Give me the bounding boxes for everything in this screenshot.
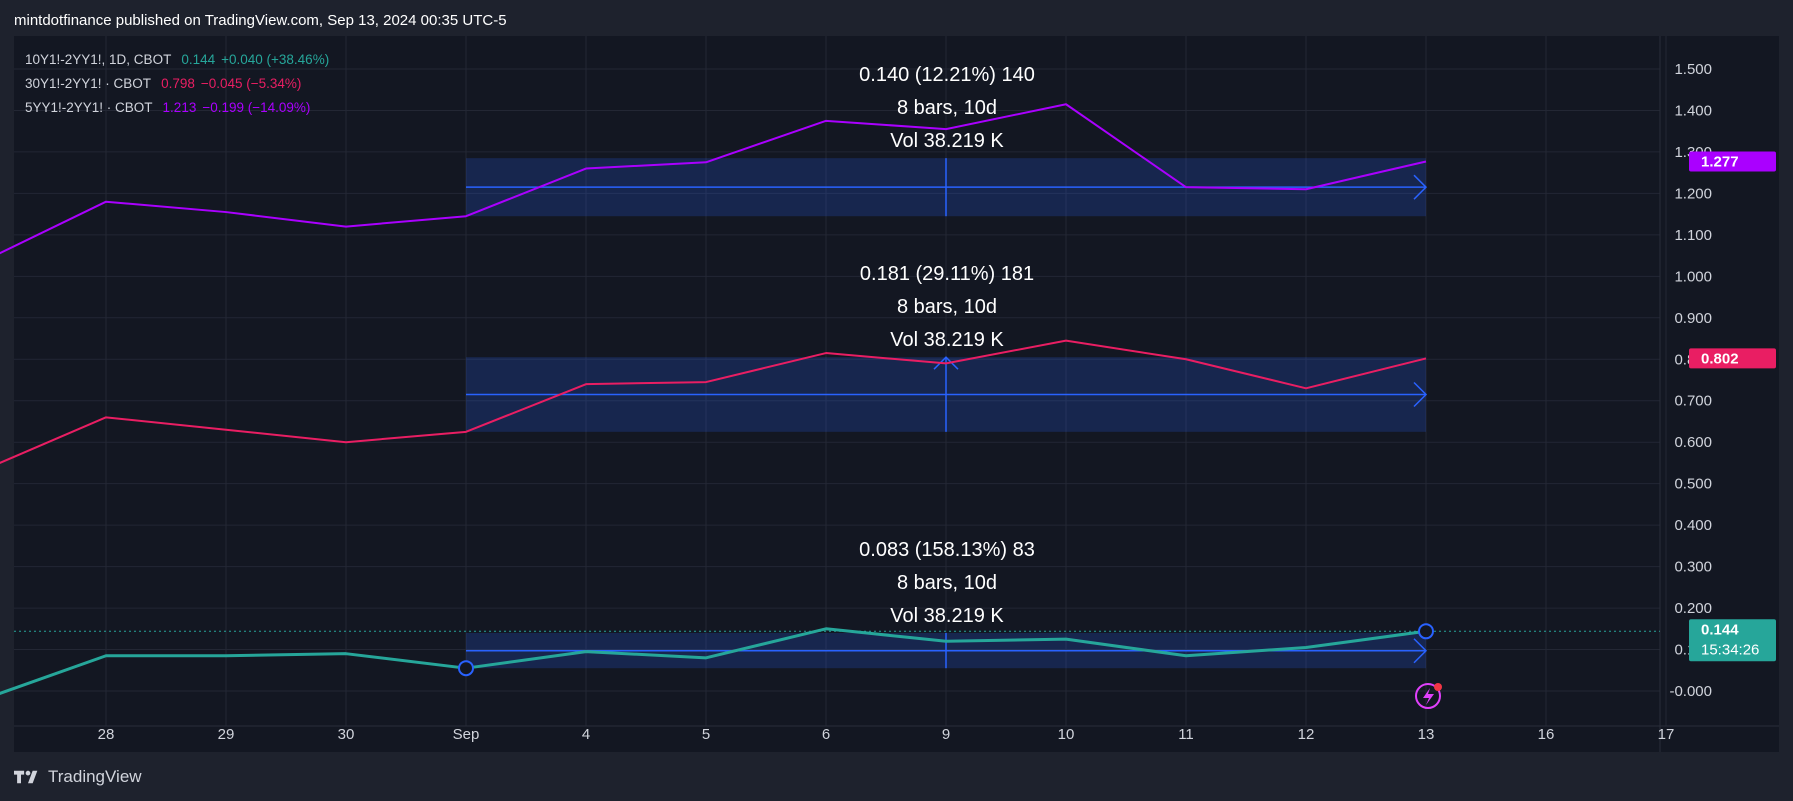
range-arrow-right — [1413, 381, 1428, 408]
x-tick-label: 16 — [1538, 726, 1555, 743]
legend-row-30y[interactable]: 30Y1!-2YY1! · CBOT 0.798 −0.045 (−5.34%) — [25, 72, 335, 96]
range-label: 8 bars, 10d — [897, 296, 997, 318]
range-label: 8 bars, 10d — [897, 97, 997, 119]
tradingview-logo-icon — [14, 770, 38, 784]
y-tick-label: 0.900 — [1674, 310, 1712, 327]
legend-row-10y[interactable]: 10Y1!-2YY1!, 1D, CBOT 0.144 +0.040 (+38.46… — [25, 48, 335, 72]
legend-last: 0.144 — [181, 52, 216, 67]
marker-layer — [458, 623, 1442, 709]
range-label: Vol 38.219 K — [890, 605, 1004, 627]
x-tick-label: 10 — [1058, 726, 1075, 743]
series-layer — [0, 103, 1660, 695]
y-tick-label: 0.400 — [1674, 517, 1712, 534]
range-arrow-right — [1413, 638, 1428, 664]
grid-layer — [14, 36, 1779, 752]
x-tick-label: 17 — [1658, 726, 1675, 743]
x-tick-label: 29 — [218, 726, 235, 743]
x-tick-label: 5 — [702, 726, 710, 743]
series-line — [0, 627, 1427, 695]
anchor-marker — [458, 660, 474, 677]
series-line — [0, 103, 1427, 255]
price-label-box — [1689, 151, 1776, 172]
y-tick-label: -0.000 — [1669, 683, 1712, 700]
legend-last: 0.798 — [161, 76, 195, 91]
y-tick-label: 1.500 — [1674, 61, 1712, 78]
x-tick-label: 12 — [1298, 726, 1315, 743]
legend-change: −0.199 (−14.09%) — [202, 100, 311, 115]
y-axis: 1.5001.4001.3001.2001.1001.0000.9000.800… — [1669, 61, 1776, 700]
x-axis: 28 29 30 Sep 4 5 6 9 10 11 12 13 16 17 — [98, 726, 1675, 743]
x-tick-label: 6 — [822, 726, 830, 743]
range-label-layer: 0.140 (12.21%) 140 8 bars, 10d Vol 38.219 … — [859, 64, 1035, 627]
x-tick-label: 13 — [1418, 726, 1435, 743]
price-label-text: 0.144 — [1701, 621, 1739, 638]
price-label-text: 1.277 — [1701, 153, 1739, 170]
lightning-bolt — [1423, 688, 1434, 705]
anchor-marker — [1418, 623, 1434, 640]
range-label: 0.140 (12.21%) 140 — [859, 64, 1035, 86]
x-tick-label: 28 — [98, 726, 115, 743]
price-label-box — [1689, 348, 1776, 369]
price-label-text: 0.802 — [1701, 350, 1739, 367]
x-tick-label: Sep — [453, 726, 480, 743]
series-line — [0, 339, 1427, 464]
y-tick-label: 0.500 — [1674, 476, 1712, 493]
range-label: 0.181 (29.11%) 181 — [860, 263, 1034, 285]
legend-row-5y[interactable]: 5YY1!-2YY1! · CBOT 1.213 −0.199 (−14.09%) — [25, 96, 335, 120]
range-layer — [466, 158, 1428, 669]
x-tick-label: 9 — [942, 726, 950, 743]
range-label: 0.083 (158.13%) 83 — [859, 539, 1035, 561]
y-tick-label: 1.200 — [1674, 185, 1712, 202]
range-label: Vol 38.219 K — [890, 130, 1004, 152]
legend-change: +0.040 (+38.46%) — [221, 52, 330, 67]
y-tick-label: 0.700 — [1674, 393, 1712, 410]
y-tick-label: 1.400 — [1674, 102, 1712, 119]
range-arrow-right — [1413, 174, 1428, 200]
publisher-header: mintdotfinance published on TradingView.… — [14, 12, 507, 29]
legend-symbol: 10Y1!-2YY1!, 1D, CBOT — [25, 52, 172, 67]
y-tick-label: 0.300 — [1674, 559, 1712, 576]
price-label-sub: 15:34:26 — [1701, 641, 1759, 658]
range-label: Vol 38.219 K — [890, 329, 1004, 351]
notification-dot — [1434, 683, 1442, 691]
y-tick-label: 1.100 — [1674, 227, 1712, 244]
footer-brand[interactable]: TradingView — [14, 766, 142, 788]
y-tick-label: 1.000 — [1674, 268, 1712, 285]
legend: 10Y1!-2YY1!, 1D, CBOT 0.144 +0.040 (+38.46… — [25, 48, 335, 120]
range-label: 8 bars, 10d — [897, 572, 997, 594]
legend-symbol: 30Y1!-2YY1! · CBOT — [25, 76, 152, 91]
legend-symbol: 5YY1!-2YY1! · CBOT — [25, 100, 153, 115]
x-tick-label: 11 — [1178, 726, 1194, 743]
range-arrow-up — [933, 356, 959, 370]
lightning-icon — [1415, 683, 1441, 709]
legend-change: −0.045 (−5.34%) — [200, 76, 302, 91]
x-tick-label: 4 — [582, 726, 590, 743]
legend-last: 1.213 — [162, 100, 197, 115]
y-tick-label: 0.200 — [1674, 600, 1712, 617]
y-tick-label: 0.600 — [1674, 434, 1712, 451]
brand-name: TradingView — [48, 767, 142, 786]
price-label-box — [1689, 619, 1776, 662]
x-tick-label: 30 — [338, 726, 355, 743]
